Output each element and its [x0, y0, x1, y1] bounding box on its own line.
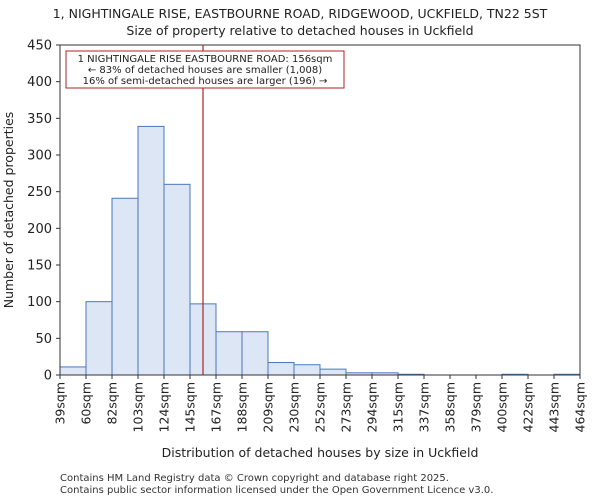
annotation-line-2: ← 83% of detached houses are smaller (1,… [88, 65, 322, 76]
y-tick-label: 300 [27, 149, 52, 164]
x-tick-label: 273sqm [339, 382, 354, 432]
annotation-box [65, 50, 345, 89]
x-tick-label: 379sqm [469, 382, 484, 432]
bar [111, 197, 139, 376]
annotation-line-3: 16% of semi-detached houses are larger (… [83, 76, 328, 87]
chart-title: 1, NIGHTINGALE RISE, EASTBOURNE ROAD, RI… [52, 6, 548, 21]
chart-subtitle: Size of property relative to detached ho… [126, 23, 474, 38]
y-tick-label: 0 [44, 369, 52, 384]
x-tick-label: 294sqm [365, 382, 380, 432]
x-tick-label: 443sqm [547, 382, 562, 432]
x-tick-label: 358sqm [443, 382, 458, 432]
x-tick-label: 422sqm [521, 382, 536, 432]
bar [267, 362, 295, 376]
y-tick-label: 150 [27, 259, 52, 274]
x-tick-label: 124sqm [157, 382, 172, 432]
x-tick-label: 400sqm [495, 382, 510, 432]
x-tick-label: 464sqm [573, 382, 588, 432]
x-tick-label: 188sqm [235, 382, 250, 432]
x-tick-label: 315sqm [391, 382, 406, 432]
y-tick-label: 50 [35, 332, 52, 347]
bar [59, 366, 87, 376]
annotation-line-1: 1 NIGHTINGALE RISE EASTBOURNE ROAD: 156s… [78, 54, 333, 65]
footer-line-2: Contains public sector information licen… [60, 485, 494, 496]
footer-line-1: Contains HM Land Registry data © Crown c… [60, 473, 449, 484]
x-tick-label: 252sqm [313, 382, 328, 432]
bar [319, 368, 347, 376]
y-tick-label: 400 [27, 75, 52, 90]
x-tick-label: 337sqm [417, 382, 432, 432]
x-tick-label: 230sqm [287, 382, 302, 432]
y-tick-label: 200 [27, 222, 52, 237]
y-tick-label: 250 [27, 185, 52, 200]
y-axis-label: Number of detached properties [1, 112, 16, 309]
bar [293, 364, 321, 376]
y-tick-label: 100 [27, 295, 52, 310]
x-tick-label: 209sqm [261, 382, 276, 432]
x-tick-label: 145sqm [183, 382, 198, 432]
bar [85, 301, 113, 376]
x-axis-label: Distribution of detached houses by size … [162, 445, 479, 460]
y-tick-label: 450 [27, 39, 52, 54]
bar [163, 183, 191, 376]
x-tick-label: 39sqm [53, 382, 68, 425]
bar [215, 331, 243, 376]
bar [137, 125, 165, 376]
x-tick-label: 103sqm [131, 382, 146, 432]
x-tick-label: 167sqm [209, 382, 224, 432]
bar [241, 331, 269, 376]
x-tick-label: 82sqm [105, 382, 120, 425]
x-tick-label: 60sqm [79, 382, 94, 425]
y-tick-label: 350 [27, 112, 52, 127]
